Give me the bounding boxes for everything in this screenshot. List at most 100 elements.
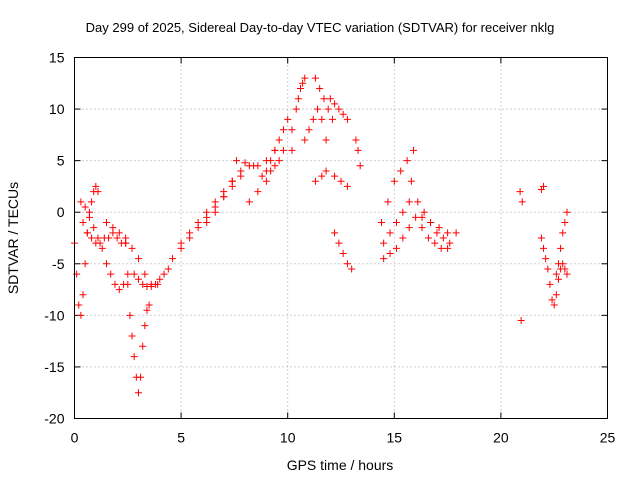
data-point <box>279 126 287 134</box>
data-point <box>559 229 567 237</box>
data-point <box>267 157 275 165</box>
data-point <box>552 291 560 299</box>
data-point <box>380 255 388 263</box>
series-track-a <box>71 182 102 319</box>
data-point <box>94 188 102 196</box>
x-tick-label: 0 <box>71 430 79 446</box>
data-point <box>79 291 87 299</box>
y-tick-label: 15 <box>49 50 65 66</box>
data-point <box>288 126 296 134</box>
data-point <box>156 275 164 283</box>
series-track-t <box>352 136 364 170</box>
data-point <box>126 311 134 319</box>
data-point <box>301 136 309 144</box>
data-point <box>339 110 347 118</box>
data-point <box>563 208 571 216</box>
data-point <box>437 244 445 252</box>
data-point <box>386 249 394 257</box>
data-point <box>384 198 392 206</box>
data-point <box>115 286 123 294</box>
y-tick-label: 0 <box>57 204 65 220</box>
data-point <box>134 389 142 397</box>
data-point <box>314 105 322 113</box>
data-point <box>343 260 351 268</box>
data-point <box>550 301 558 309</box>
data-point <box>318 115 326 123</box>
data-point <box>130 270 138 278</box>
data-point <box>122 239 130 247</box>
data-point <box>446 239 454 247</box>
data-point <box>309 115 317 123</box>
data-point <box>102 219 110 227</box>
data-point <box>77 311 85 319</box>
data-point <box>452 229 460 237</box>
series-track-o <box>311 74 336 123</box>
data-point <box>420 208 428 216</box>
data-point <box>271 162 279 170</box>
data-point <box>233 157 241 165</box>
data-point <box>279 146 287 154</box>
x-tick-label: 5 <box>177 430 185 446</box>
data-point <box>241 159 249 167</box>
data-point <box>403 157 411 165</box>
data-point <box>169 255 177 263</box>
data-point <box>237 167 245 175</box>
data-point <box>301 74 309 82</box>
data-point <box>128 332 136 340</box>
data-point <box>152 280 160 288</box>
data-point <box>220 193 228 201</box>
data-point <box>435 224 443 232</box>
y-tick-label: -15 <box>44 359 64 375</box>
data-point <box>444 244 452 252</box>
data-point <box>134 275 142 283</box>
data-point <box>518 198 526 206</box>
series-track-m <box>288 74 309 134</box>
data-point <box>378 219 386 227</box>
data-point <box>356 162 364 170</box>
data-point <box>139 342 147 350</box>
data-point <box>424 234 432 242</box>
data-point <box>137 373 145 381</box>
data-point <box>177 239 185 247</box>
series-track-aa <box>537 234 571 309</box>
series-track-g <box>169 182 236 263</box>
data-point <box>343 115 351 123</box>
data-point <box>79 219 87 227</box>
data-point <box>399 208 407 216</box>
data-point <box>90 224 98 232</box>
data-point <box>245 198 253 206</box>
series-track-l <box>262 115 292 175</box>
data-point <box>250 162 258 170</box>
data-point <box>352 136 360 144</box>
data-point <box>322 167 330 175</box>
data-point <box>296 84 304 92</box>
data-point <box>392 219 400 227</box>
x-tick-label: 25 <box>600 430 616 446</box>
data-point <box>124 280 132 288</box>
data-point <box>128 244 136 252</box>
data-point <box>130 353 138 361</box>
data-point <box>262 177 270 185</box>
data-points <box>71 74 571 397</box>
data-point <box>113 234 121 242</box>
data-point <box>409 146 417 154</box>
series-track-d <box>102 219 162 288</box>
data-point <box>228 177 236 185</box>
data-point <box>294 95 302 103</box>
data-point <box>517 317 525 325</box>
data-point <box>284 115 292 123</box>
data-point <box>275 157 283 165</box>
data-point <box>111 280 119 288</box>
data-point <box>554 275 562 283</box>
series-track-y <box>418 213 460 237</box>
y-tick-label: -10 <box>44 307 64 323</box>
series-track-n <box>301 105 330 144</box>
data-point <box>433 229 441 237</box>
data-point <box>145 301 153 309</box>
data-point <box>418 224 426 232</box>
data-point <box>275 136 283 144</box>
y-tick-label: -5 <box>52 256 65 272</box>
y-axis-label: SDTVAR / TECUs <box>5 182 21 294</box>
data-point <box>143 306 151 314</box>
data-point <box>544 265 552 273</box>
